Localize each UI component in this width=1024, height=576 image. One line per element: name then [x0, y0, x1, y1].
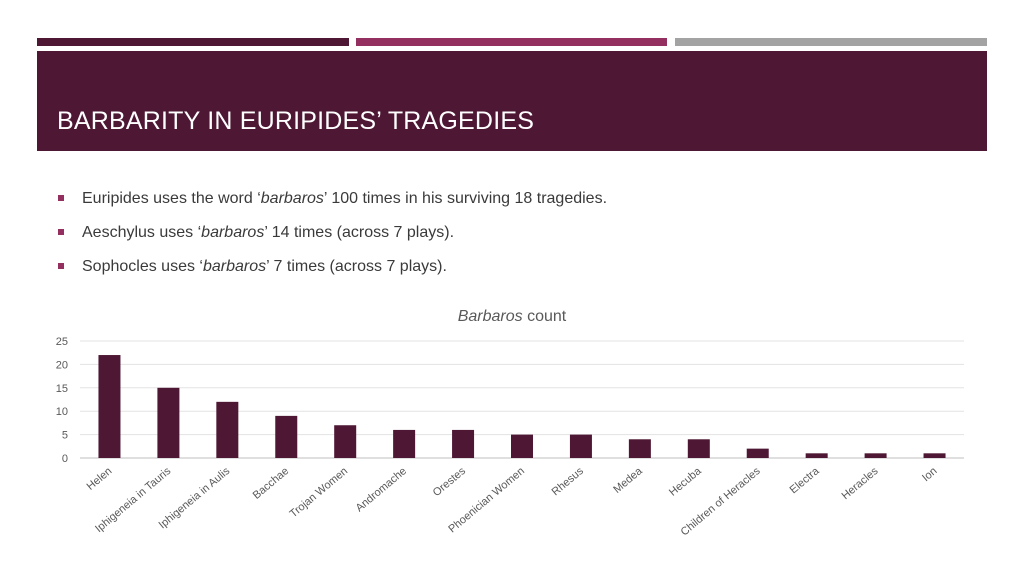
chart-title: Barbaros count — [458, 308, 567, 325]
bullet-aeschylus: Aeschylus uses ‘barbaros’ 14 times (acro… — [58, 220, 607, 254]
bullet-italic-word: barbaros — [260, 190, 324, 207]
slide-title: BARBARITY IN EURIPIDES’ TRAGEDIES — [57, 107, 535, 135]
y-tick-label: 20 — [56, 359, 68, 371]
bar — [628, 439, 651, 458]
bullet-text-before: Euripides uses the word ‘ — [82, 190, 261, 207]
bar — [687, 439, 710, 458]
bar — [216, 401, 239, 458]
x-tick-label: Medea — [611, 465, 645, 496]
y-tick-label: 15 — [56, 383, 68, 395]
bullet-list: Euripides uses the word ‘barbaros’ 100 t… — [58, 186, 607, 288]
title-banner: BARBARITY IN EURIPIDES’ TRAGEDIES — [37, 51, 987, 151]
bar — [157, 387, 180, 458]
bullet-italic-word: barbaros — [201, 224, 265, 241]
bar — [569, 434, 592, 458]
x-tick-label: Hecuba — [667, 465, 704, 499]
top-accent-bar-grey — [675, 38, 987, 46]
x-tick-label: Electra — [788, 465, 823, 497]
bullet-euripides: Euripides uses the word ‘barbaros’ 100 t… — [58, 186, 607, 220]
bar — [393, 429, 416, 458]
x-tick-label: Heracles — [840, 465, 881, 502]
bullet-text-before: Aeschylus uses ‘ — [82, 224, 202, 241]
x-tick-label: Helen — [85, 465, 115, 493]
bar — [805, 453, 828, 458]
bar — [98, 355, 121, 458]
bullet-square-icon — [58, 263, 64, 269]
bar — [452, 429, 475, 458]
bullet-square-icon — [58, 195, 64, 201]
chart-bars — [98, 355, 946, 458]
y-tick-label: 5 — [62, 430, 68, 442]
bar — [923, 453, 946, 458]
bar — [746, 448, 769, 458]
top-accent-bar-magenta — [356, 38, 667, 46]
bullet-square-icon — [58, 229, 64, 235]
x-tick-label: Trojan Women — [288, 465, 351, 520]
bullet-text-after: ’ 7 times (across 7 plays). — [266, 258, 447, 275]
y-tick-label: 0 — [62, 453, 68, 465]
chart-title-italic: Barbaros — [458, 308, 523, 325]
bullet-text-after: ’ 100 times in his surviving 18 tragedie… — [323, 190, 608, 207]
bullet-text-after: ’ 14 times (across 7 plays). — [264, 224, 455, 241]
bar — [334, 425, 357, 458]
bar — [275, 415, 298, 458]
x-tick-label: Ion — [920, 465, 939, 484]
y-tick-label: 10 — [56, 406, 68, 418]
x-tick-label: Rhesus — [550, 465, 587, 498]
x-tick-label: Orestes — [431, 465, 469, 499]
bullet-sophocles: Sophocles uses ‘barbaros’ 7 times (acros… — [58, 254, 607, 288]
top-accent-bar-dark — [37, 38, 349, 46]
chart-y-axis: 0 5 10 15 20 25 — [56, 336, 68, 465]
bar — [511, 434, 533, 458]
y-tick-label: 25 — [56, 336, 68, 348]
bullet-text-before: Sophocles uses ‘ — [82, 258, 203, 275]
x-tick-label: Bacchae — [251, 465, 292, 502]
bullet-italic-word: barbaros — [202, 258, 267, 275]
x-tick-label: Andromache — [354, 465, 409, 514]
bar — [864, 453, 887, 458]
chart-title-rest: count — [523, 308, 567, 325]
barbaros-count-chart: Barbaros count 0 5 10 15 20 25 HelenIphigenei… — [56, 308, 964, 539]
